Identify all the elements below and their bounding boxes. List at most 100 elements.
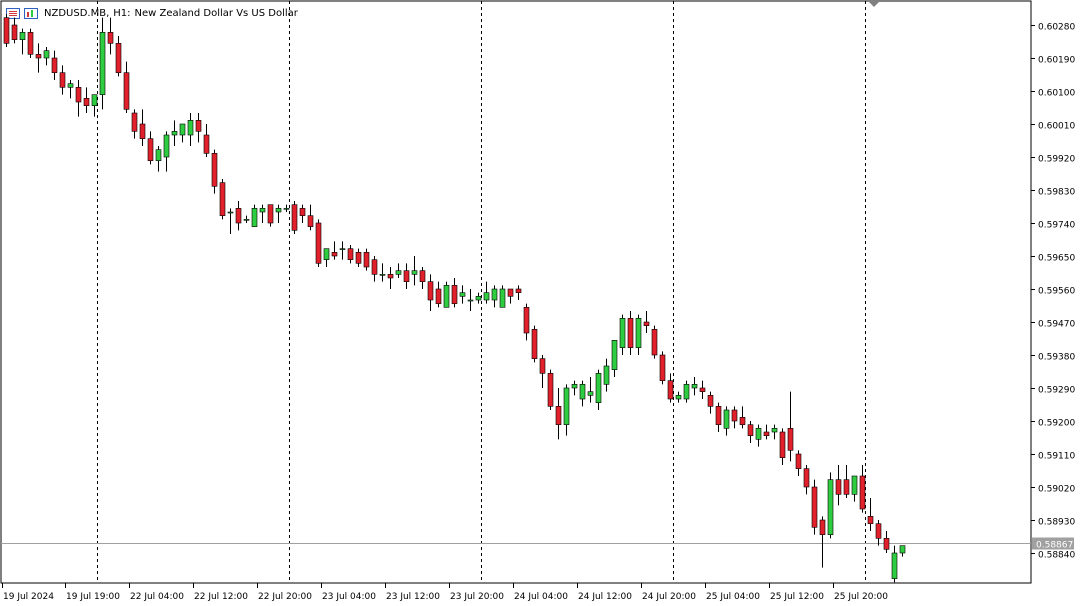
candle-body: [707, 395, 714, 407]
candle: [275, 204, 282, 223]
candle: [547, 369, 554, 410]
candle: [683, 380, 690, 403]
candle: [251, 204, 258, 227]
chart-header: NZDUSD.MB, H1: New Zealand Dollar Vs US …: [6, 6, 298, 20]
candle-body: [739, 417, 746, 425]
candle: [859, 465, 866, 513]
shift-marker-icon[interactable]: [869, 2, 879, 7]
candle-body: [499, 288, 506, 308]
candle: [291, 201, 298, 234]
candle: [203, 124, 210, 157]
candle-body: [219, 182, 226, 216]
candle-body: [187, 120, 194, 136]
candle: [299, 204, 306, 223]
candle-body: [411, 270, 418, 275]
candle-body: [211, 153, 218, 187]
candle: [355, 248, 362, 267]
candle-body: [803, 468, 810, 488]
candle-body: [507, 288, 514, 297]
candle: [643, 311, 650, 333]
current-price-line: 0.58867: [1, 537, 1074, 551]
y-tick-label: 0.58840: [1038, 551, 1075, 561]
window-list-icon[interactable]: [6, 7, 20, 19]
candle-body: [419, 270, 426, 282]
candle: [219, 179, 226, 220]
candle-body: [259, 208, 266, 213]
candle-body: [515, 288, 522, 293]
candle-body: [451, 285, 458, 304]
candle-body: [339, 248, 346, 250]
y-tick-label: 0.59650: [1038, 254, 1075, 264]
candle-body: [755, 428, 762, 440]
candle-body: [867, 516, 874, 524]
candle: [155, 146, 162, 172]
candle: [843, 465, 850, 498]
x-tick-label: 23 Jul 12:00: [386, 592, 440, 602]
candle: [403, 263, 410, 289]
candle: [371, 256, 378, 282]
candle-body: [235, 208, 242, 224]
candlestick-icon[interactable]: [24, 7, 38, 19]
candle-body: [651, 329, 658, 356]
candle-body: [875, 523, 882, 539]
candle: [59, 65, 66, 95]
candle: [11, 17, 18, 44]
candle: [323, 248, 330, 267]
plot-frame: [0, 0, 1032, 584]
candle-body: [283, 208, 290, 210]
candle-body: [139, 123, 146, 139]
candle: [163, 131, 170, 172]
x-tick-label: 25 Jul 12:00: [770, 592, 824, 602]
x-tick-label: 25 Jul 04:00: [706, 592, 760, 602]
candle-body: [91, 94, 98, 106]
candle-body: [643, 321, 650, 326]
candle: [107, 17, 114, 55]
candle-body: [19, 32, 26, 40]
current-price-tag: [1032, 537, 1074, 550]
candle: [483, 281, 490, 304]
candle: [43, 47, 50, 66]
candle-body: [635, 318, 642, 348]
candle: [771, 424, 778, 440]
candle-body: [659, 354, 666, 381]
candle: [363, 248, 370, 271]
candle-body: [323, 248, 330, 260]
candle-body: [779, 431, 786, 458]
candle-body: [363, 252, 370, 268]
candle: [139, 109, 146, 146]
candle-body: [355, 252, 362, 264]
candle: [707, 391, 714, 414]
candle: [835, 465, 842, 506]
candle: [227, 208, 234, 234]
candle: [3, 14, 10, 47]
candle: [731, 406, 738, 429]
candle: [603, 358, 610, 392]
candle-body: [203, 134, 210, 154]
candle-body: [35, 54, 42, 59]
candle-body: [267, 204, 274, 224]
candle: [259, 204, 266, 223]
candle-body: [747, 424, 754, 436]
candle: [811, 479, 818, 535]
candle: [315, 219, 322, 267]
candle: [123, 61, 130, 113]
candle-body: [99, 32, 106, 95]
candle: [339, 241, 346, 260]
candle: [867, 498, 874, 531]
candle: [651, 325, 658, 359]
candle-body: [291, 204, 298, 231]
candle: [723, 406, 730, 436]
candle: [187, 113, 194, 146]
candle-body: [547, 373, 554, 407]
candle: [675, 391, 682, 403]
candle-body: [395, 270, 402, 275]
candle: [419, 267, 426, 289]
candle-body: [627, 318, 634, 348]
candle: [27, 28, 34, 58]
candle: [827, 472, 834, 539]
candle-body: [115, 43, 122, 73]
vertical-separators: [97, 1, 866, 583]
candle: [571, 380, 578, 396]
candle: [67, 80, 74, 99]
